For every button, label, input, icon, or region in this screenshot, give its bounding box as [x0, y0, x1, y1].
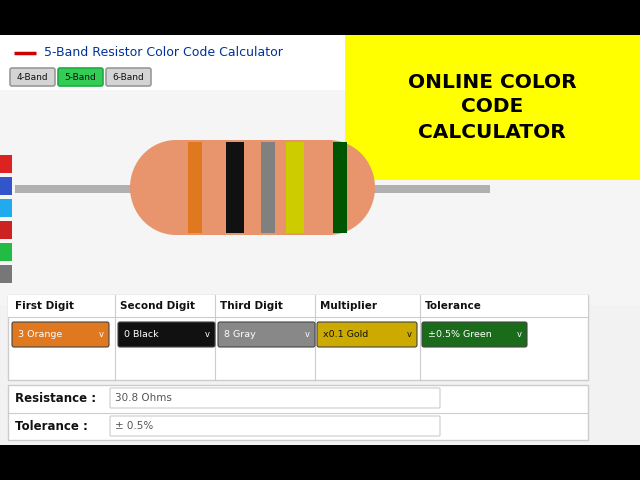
Text: Multiplier: Multiplier: [320, 301, 377, 311]
FancyBboxPatch shape: [317, 322, 417, 347]
Bar: [188, 142, 202, 233]
Text: Tolerance :: Tolerance :: [15, 420, 88, 432]
Bar: [8, 385, 588, 440]
Text: First Digit: First Digit: [15, 301, 74, 311]
FancyBboxPatch shape: [12, 322, 109, 347]
Bar: [0, 35, 640, 445]
Text: v: v: [406, 330, 412, 339]
Text: 3 Orange: 3 Orange: [18, 330, 62, 339]
Text: ± 0.5%: ± 0.5%: [115, 421, 153, 431]
Bar: [360, 185, 490, 193]
Bar: [0, 265, 12, 283]
Text: Third Digit: Third Digit: [220, 301, 283, 311]
FancyBboxPatch shape: [110, 416, 440, 436]
Bar: [0, 0, 640, 35]
Text: v: v: [305, 330, 310, 339]
Text: 4-Band: 4-Band: [17, 72, 48, 82]
Bar: [8, 295, 588, 317]
Bar: [0, 177, 12, 195]
Bar: [286, 142, 304, 233]
Bar: [176, 140, 329, 235]
Bar: [15, 185, 160, 193]
Bar: [226, 142, 244, 233]
Text: v: v: [516, 330, 522, 339]
Text: Second Digit: Second Digit: [120, 301, 195, 311]
Text: v: v: [99, 330, 104, 339]
FancyBboxPatch shape: [422, 322, 527, 347]
Bar: [8, 295, 588, 380]
FancyBboxPatch shape: [218, 322, 315, 347]
Text: 5-Band Resistor Color Code Calculator: 5-Band Resistor Color Code Calculator: [44, 47, 283, 60]
Bar: [333, 142, 347, 233]
FancyBboxPatch shape: [10, 68, 55, 86]
Text: x0.1 Gold: x0.1 Gold: [323, 330, 368, 339]
Text: v: v: [205, 330, 209, 339]
Ellipse shape: [283, 140, 375, 235]
Bar: [0, 35, 640, 90]
Text: 0 Black: 0 Black: [124, 330, 159, 339]
FancyBboxPatch shape: [58, 68, 103, 86]
Text: 6-Band: 6-Band: [113, 72, 145, 82]
Ellipse shape: [130, 140, 222, 235]
FancyBboxPatch shape: [118, 322, 215, 347]
Text: Resistance :: Resistance :: [15, 392, 96, 405]
Text: 8 Gray: 8 Gray: [224, 330, 256, 339]
Bar: [0, 90, 640, 305]
Bar: [0, 221, 12, 239]
Text: 5-Band: 5-Band: [65, 72, 97, 82]
Bar: [0, 445, 640, 480]
Bar: [0, 199, 12, 217]
FancyBboxPatch shape: [110, 388, 440, 408]
Bar: [261, 142, 275, 233]
Text: ONLINE COLOR
CODE
CALCULATOR: ONLINE COLOR CODE CALCULATOR: [408, 72, 576, 142]
Bar: [0, 155, 12, 173]
Bar: [0, 243, 12, 261]
Bar: [345, 35, 640, 180]
FancyBboxPatch shape: [106, 68, 151, 86]
Text: ±0.5% Green: ±0.5% Green: [428, 330, 492, 339]
Text: 30.8 Ohms: 30.8 Ohms: [115, 393, 172, 403]
Text: Tolerance: Tolerance: [425, 301, 482, 311]
